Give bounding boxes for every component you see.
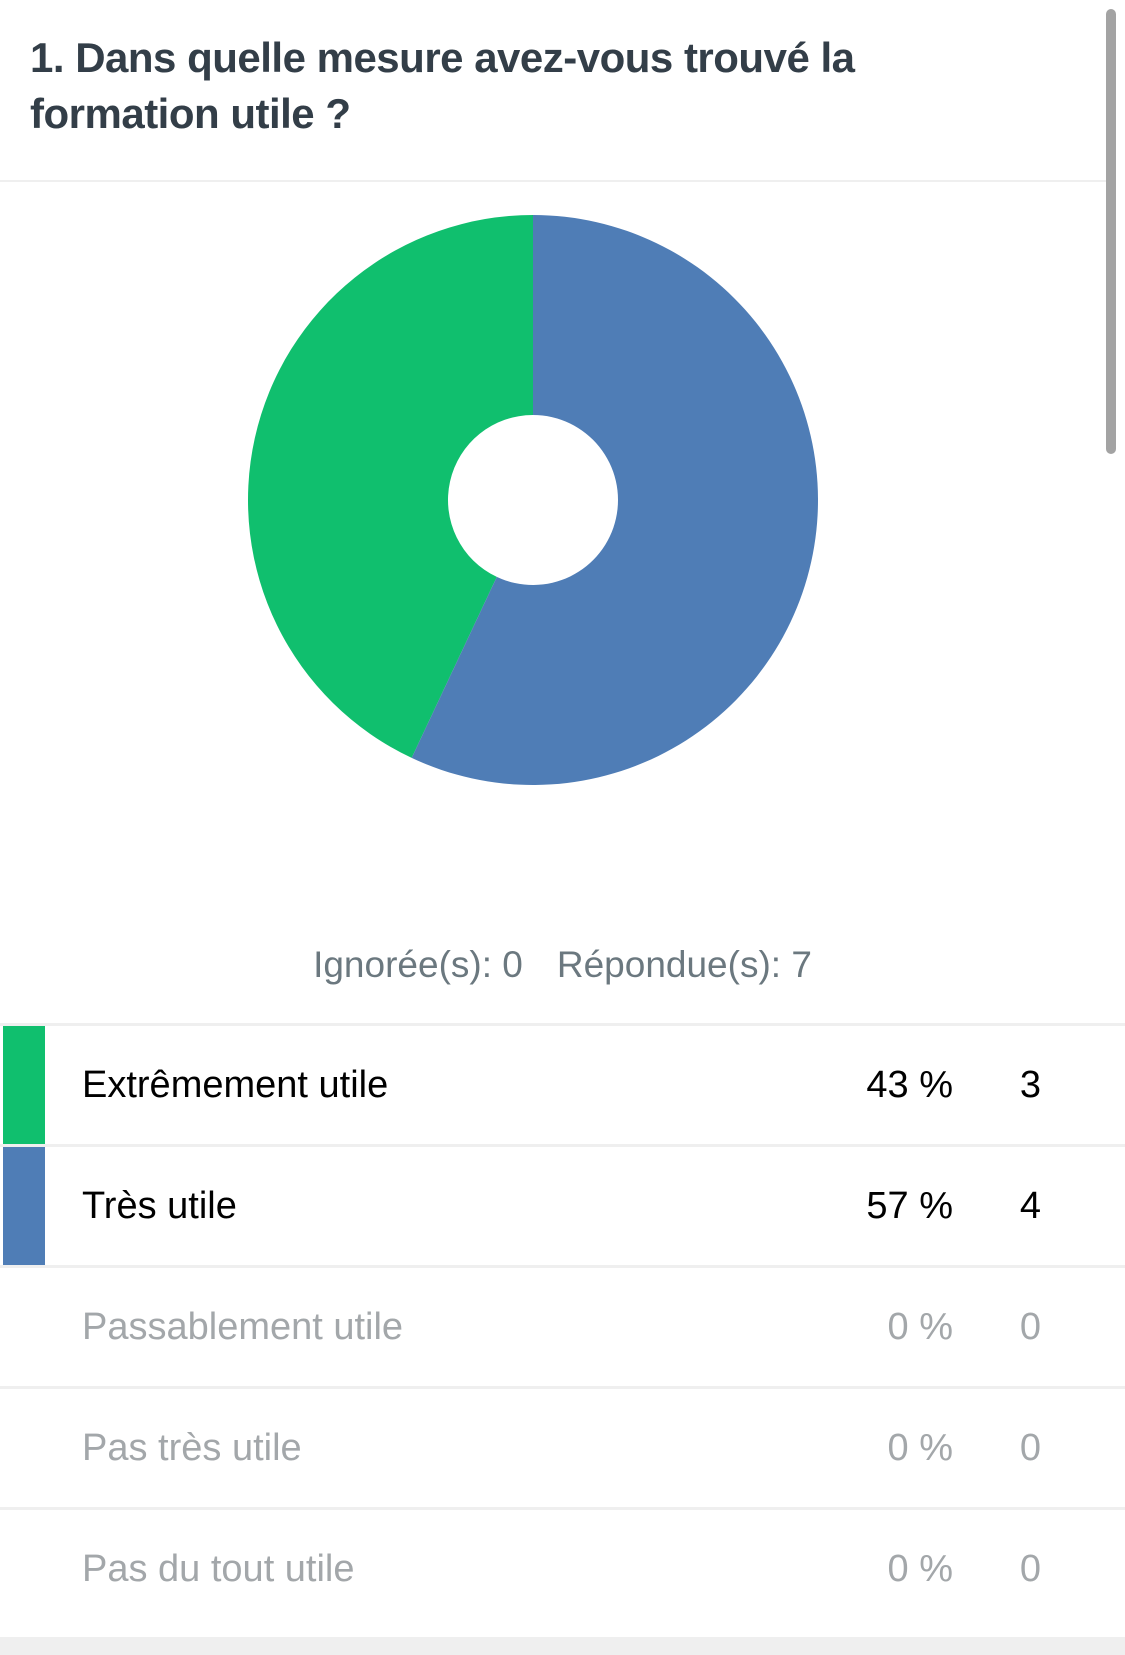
donut-slice[interactable] [248,215,533,758]
answer-label: Passablement utile [82,1306,404,1348]
answered-count: Répondue(s): 7 [556,944,812,985]
answer-percent: 0 % [887,1427,953,1469]
donut-chart-svg [248,215,818,785]
color-swatch [3,1026,45,1144]
answer-count: 0 [1019,1306,1041,1348]
answer-label: Pas très utile [82,1427,302,1469]
scrollbar[interactable] [1106,9,1116,454]
response-summary: Ignorée(s): 0 Répondue(s): 7 [0,940,1125,990]
answer-row[interactable]: Extrêmement utile 43 % 3 [0,1023,1125,1144]
title-divider [0,180,1110,182]
question-title: 1. Dans quelle mesure avez-vous trouvé l… [30,34,855,137]
answer-row[interactable]: Très utile 57 % 4 [0,1144,1125,1265]
answer-count: 4 [1019,1185,1041,1227]
answer-label: Pas du tout utile [82,1548,355,1590]
answer-percent: 43 % [866,1064,953,1106]
footer-bar [0,1637,1125,1655]
answer-row[interactable]: Passablement utile 0 % 0 [0,1265,1125,1386]
answer-count: 0 [1019,1548,1041,1590]
color-swatch [3,1147,45,1265]
answer-table: Extrêmement utile 43 % 3 Très utile 57 %… [0,1023,1125,1628]
answer-count: 0 [1019,1427,1041,1469]
donut-chart [0,182,1110,882]
answer-row[interactable]: Pas du tout utile 0 % 0 [0,1507,1125,1628]
answer-percent: 0 % [887,1548,953,1590]
donut-slice[interactable] [411,215,818,785]
answer-percent: 57 % [866,1185,953,1227]
answer-label: Très utile [82,1185,237,1227]
answer-percent: 0 % [887,1306,953,1348]
answer-row[interactable]: Pas très utile 0 % 0 [0,1386,1125,1507]
skipped-count: Ignorée(s): 0 [313,944,523,985]
answer-count: 3 [1019,1064,1041,1106]
answer-label: Extrêmement utile [82,1064,389,1106]
